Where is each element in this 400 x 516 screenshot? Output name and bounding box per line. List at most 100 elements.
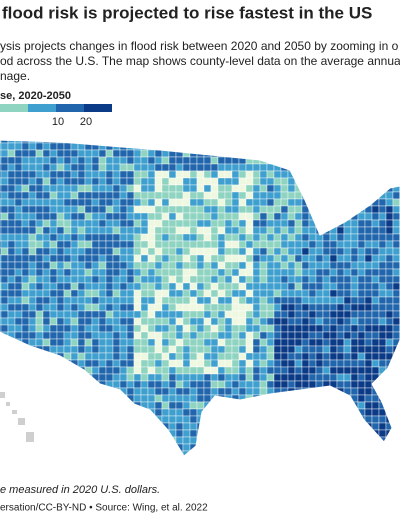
county — [84, 212, 93, 221]
county — [392, 247, 400, 256]
county — [364, 149, 373, 158]
county — [203, 317, 212, 326]
county — [224, 163, 233, 172]
county — [147, 380, 156, 389]
county — [112, 380, 121, 389]
county — [294, 247, 303, 256]
county — [252, 140, 261, 144]
county — [343, 140, 352, 144]
county — [14, 359, 23, 368]
county — [98, 296, 107, 305]
county — [175, 149, 184, 158]
county — [126, 373, 135, 382]
county — [238, 233, 247, 242]
county — [63, 198, 72, 207]
county — [98, 282, 107, 291]
county — [91, 436, 100, 445]
county — [273, 268, 282, 277]
county — [112, 324, 121, 333]
county — [63, 317, 72, 326]
county — [294, 156, 303, 165]
county — [7, 177, 16, 186]
county — [301, 317, 310, 326]
county — [273, 142, 282, 151]
county — [364, 140, 373, 144]
county — [336, 247, 345, 256]
county — [371, 275, 380, 284]
county — [140, 212, 149, 221]
county — [105, 219, 114, 228]
county — [112, 268, 121, 277]
county — [288, 458, 295, 465]
county — [322, 289, 331, 298]
county — [182, 345, 191, 354]
county — [14, 324, 23, 333]
county — [0, 338, 9, 347]
county — [21, 212, 30, 221]
county — [77, 352, 86, 361]
county — [252, 422, 261, 431]
county — [91, 352, 100, 361]
county — [308, 373, 317, 382]
county — [322, 338, 331, 347]
county — [378, 233, 387, 242]
county — [91, 303, 100, 312]
county — [336, 140, 345, 144]
county — [147, 359, 156, 368]
county — [189, 303, 198, 312]
county — [287, 261, 296, 270]
subtitle-line: ysis projects changes in flood risk betw… — [0, 39, 399, 53]
county — [266, 310, 275, 319]
county — [245, 401, 254, 410]
county — [372, 458, 379, 465]
county — [266, 429, 275, 438]
county — [35, 429, 44, 438]
county — [392, 394, 400, 403]
county — [35, 359, 44, 368]
county — [238, 212, 247, 221]
county — [91, 163, 100, 172]
county — [126, 226, 135, 235]
county — [182, 205, 191, 214]
county — [147, 254, 156, 263]
county — [287, 240, 296, 249]
county — [203, 394, 212, 403]
county — [266, 338, 275, 347]
county — [182, 247, 191, 256]
county — [189, 366, 198, 375]
county — [259, 436, 268, 445]
county — [210, 163, 219, 172]
county — [105, 247, 114, 256]
county — [70, 191, 79, 200]
county — [196, 436, 205, 445]
county — [371, 247, 380, 256]
county — [161, 261, 170, 270]
county — [252, 282, 261, 291]
county — [343, 282, 352, 291]
county — [357, 303, 366, 312]
county — [126, 345, 135, 354]
county — [385, 163, 394, 172]
county — [231, 331, 240, 340]
county — [273, 140, 282, 144]
county — [371, 254, 380, 263]
county — [0, 408, 2, 417]
county — [245, 366, 254, 375]
county — [70, 149, 79, 158]
county — [0, 191, 9, 200]
county — [203, 282, 212, 291]
county — [189, 177, 198, 186]
county — [7, 275, 16, 284]
county — [371, 303, 380, 312]
county — [147, 240, 156, 249]
county — [147, 331, 156, 340]
county — [364, 240, 373, 249]
county — [301, 324, 310, 333]
county — [245, 422, 254, 431]
county — [344, 458, 351, 465]
county — [56, 240, 65, 249]
county — [14, 212, 23, 221]
county — [336, 324, 345, 333]
county — [357, 401, 366, 410]
county — [259, 149, 268, 158]
